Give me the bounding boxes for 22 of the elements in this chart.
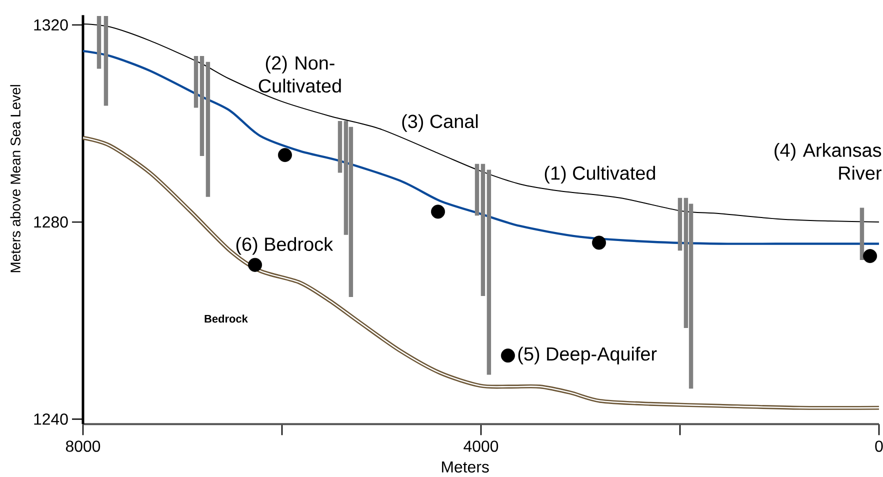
point bbox=[431, 204, 446, 219]
point bbox=[592, 236, 606, 250]
y-axis-title: Meters above Mean Sea Level bbox=[10, 85, 20, 272]
x-axis-title: Meters bbox=[442, 461, 489, 473]
x-tick-label: 0 bbox=[875, 440, 883, 452]
annotation: (6) Bedrock bbox=[236, 237, 334, 255]
y-tick-label: 1240 bbox=[34, 414, 68, 425]
y-tick-label: 1280 bbox=[34, 216, 68, 228]
annotation: (2) Non-Cultivated bbox=[258, 56, 341, 93]
point bbox=[278, 148, 292, 162]
x-tick-label: 4000 bbox=[464, 440, 498, 452]
annotation: (5) Deep-Aquifer bbox=[518, 346, 657, 364]
y-tick-label: 1320 bbox=[34, 19, 68, 31]
annotation: (3) Canal bbox=[402, 114, 478, 132]
point bbox=[863, 249, 878, 264]
point bbox=[500, 348, 515, 363]
point bbox=[248, 258, 262, 272]
annotation: (4) Arkansas River bbox=[774, 143, 882, 180]
x-tick-label: 8000 bbox=[66, 440, 100, 452]
annotation: (1) Cultivated bbox=[544, 166, 656, 184]
annotation: Bedrock bbox=[204, 314, 248, 323]
line-series bbox=[81, 136, 881, 410]
